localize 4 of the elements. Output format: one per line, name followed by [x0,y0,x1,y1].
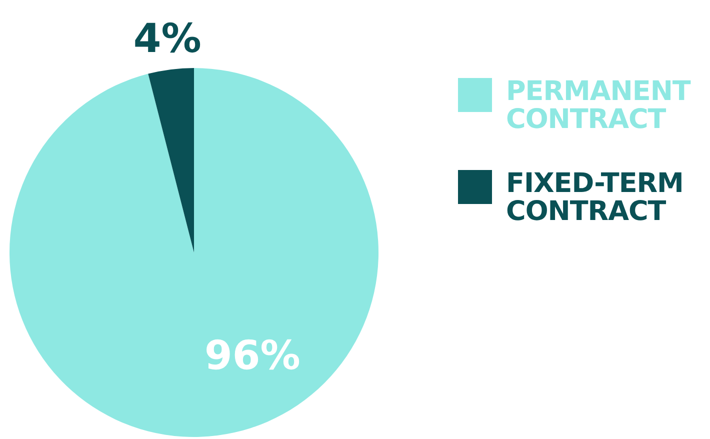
data-label: 96% [204,333,300,380]
legend-label: FIXED-TERM CONTRACT [506,168,684,227]
legend-label: PERMANENT CONTRACT [506,76,692,135]
data-label: 4% [133,16,202,62]
